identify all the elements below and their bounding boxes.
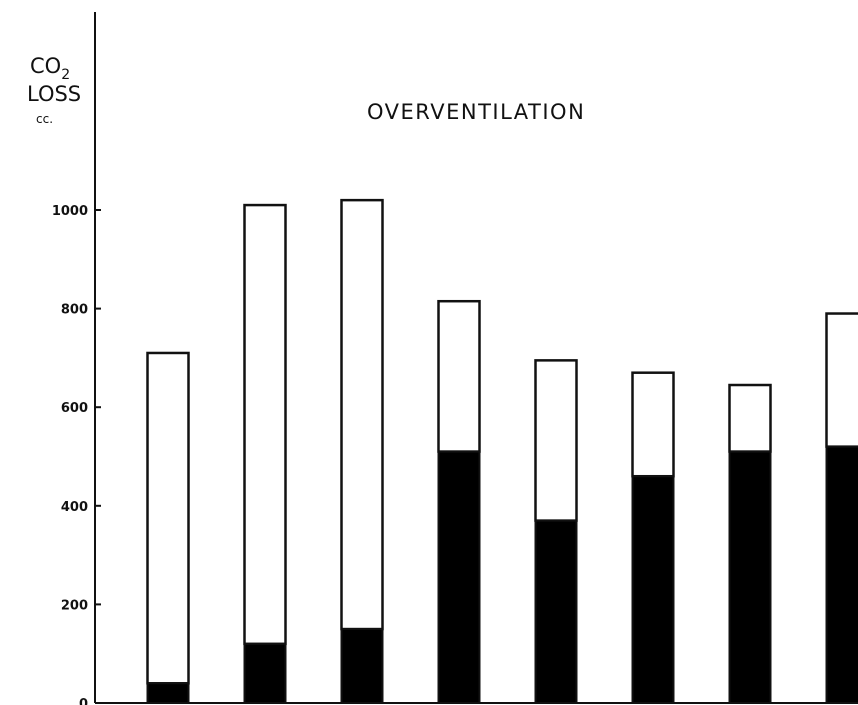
y-tick-label-0: 0 xyxy=(79,697,88,705)
y-axis-label-co2: CO2 xyxy=(30,54,70,83)
bar-3-solid-segment xyxy=(340,628,384,704)
bar-group xyxy=(146,198,858,705)
bar-5-open-segment xyxy=(534,359,578,522)
bar-6-solid-segment xyxy=(631,475,675,704)
bar-1-solid-segment xyxy=(146,682,190,705)
bar-4-open-segment xyxy=(437,299,481,453)
bar-2-open-segment xyxy=(243,203,287,646)
y-tick-label-200: 200 xyxy=(61,598,88,613)
bar-4-solid-segment xyxy=(437,450,481,704)
bar-6-open-segment xyxy=(631,371,675,478)
bar-5-solid-segment xyxy=(534,519,578,705)
chart-title: OVERVENTILATION xyxy=(367,100,585,124)
y-tick-label-1000: 1000 xyxy=(52,204,88,219)
bar-8-solid-segment xyxy=(825,445,858,704)
y-tick-group: 0 200 400 600 800 1000 xyxy=(52,204,101,705)
y-axis-label-loss: LOSS xyxy=(27,82,81,106)
y-axis-label-subscript: 2 xyxy=(61,67,70,83)
bar-7-solid-segment xyxy=(728,450,772,704)
bar-3-open-segment xyxy=(340,198,384,631)
y-tick-label-400: 400 xyxy=(61,500,88,515)
bar-2-solid-segment xyxy=(243,642,287,705)
bar-7-open-segment xyxy=(728,383,772,453)
bar-1-open-segment xyxy=(146,351,190,685)
y-tick-label-600: 600 xyxy=(61,401,88,416)
y-axis-label-unit: cc. xyxy=(36,112,53,126)
bar-8-open-segment xyxy=(825,312,858,448)
y-tick-label-800: 800 xyxy=(61,303,88,318)
